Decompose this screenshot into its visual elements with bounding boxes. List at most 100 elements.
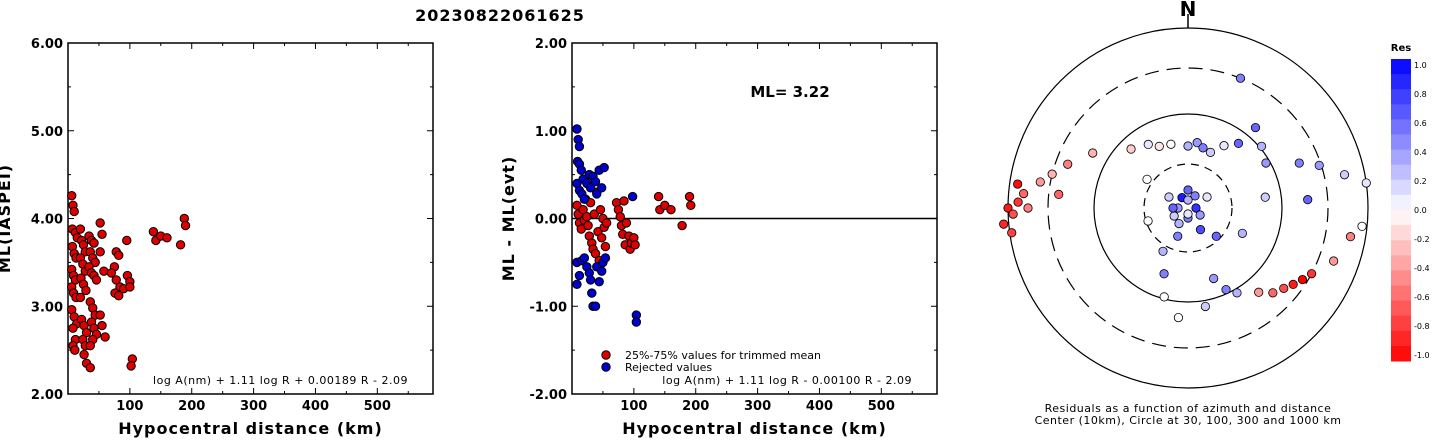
colorbar-band (1391, 225, 1411, 241)
colorbar-band (1391, 285, 1411, 302)
y-tick-label: 5.00 (31, 125, 63, 140)
station-marker (1288, 279, 1298, 290)
data-point (175, 240, 186, 250)
data-point (114, 250, 124, 261)
colorbar-tick-label: -0.8 (1414, 322, 1430, 331)
y-axis-label: ML - ML(evt) (499, 156, 518, 282)
data-point (126, 361, 136, 371)
circle-100km (1093, 113, 1283, 303)
station-marker (1221, 284, 1231, 295)
data-point (630, 240, 640, 250)
y-tick-label: 2.00 (535, 37, 567, 52)
station-marker (1088, 148, 1098, 158)
y-tick-label: 6.00 (31, 37, 63, 52)
station-marker (1158, 246, 1168, 256)
station-marker (1013, 197, 1023, 207)
y-tick-label: 0.00 (535, 213, 567, 228)
data-point (596, 233, 607, 243)
station-marker (1063, 159, 1073, 169)
colorbar-tick-label: 1.0 (1414, 61, 1427, 70)
station-marker (1256, 141, 1267, 151)
data-point (583, 220, 593, 231)
polar-residual-map: N Residuals as a function of azimuth and … (999, 0, 1371, 427)
colorbar-tick-label: 0.4 (1414, 148, 1427, 157)
y-tick-label: -2.00 (530, 388, 567, 403)
data-point (85, 341, 95, 351)
station-marker (1195, 225, 1206, 235)
data-point (114, 291, 124, 301)
station-marker (1142, 174, 1152, 184)
colorbar-band (1391, 194, 1411, 211)
data-point (592, 189, 602, 199)
ml-annotation: ML= 3.22 (750, 83, 829, 101)
station-marker (1183, 141, 1193, 151)
data-point (180, 220, 191, 231)
data-point (122, 235, 132, 246)
data-point (81, 285, 91, 296)
legend-marker (601, 362, 611, 372)
colorbar-band (1391, 210, 1411, 226)
station-marker (1191, 203, 1201, 213)
y-tick-label: 2.00 (31, 388, 63, 403)
data-point (590, 176, 601, 187)
station-marker (1126, 144, 1136, 154)
data-point (587, 288, 597, 298)
data-point (125, 282, 135, 292)
station-marker (1054, 189, 1064, 200)
colorbar-band (1391, 330, 1411, 347)
data-point (69, 206, 79, 217)
station-marker (1303, 195, 1313, 205)
data-point (653, 191, 664, 202)
colorbar-tick-label: -0.6 (1414, 293, 1430, 302)
station-marker (1013, 179, 1023, 189)
data-point (95, 218, 105, 228)
legend-marker (601, 350, 611, 360)
data-point (75, 224, 86, 234)
station-marker (1202, 192, 1212, 202)
north-label: N (1180, 0, 1197, 21)
station-marker (1159, 292, 1169, 302)
y-tick-label: 3.00 (31, 300, 63, 315)
data-point (574, 270, 585, 281)
page-title: 20230822061625 (415, 6, 585, 25)
data-point (100, 332, 110, 342)
station-marker (1023, 203, 1033, 213)
y-tick-label: 1.00 (535, 125, 567, 140)
data-point (585, 183, 596, 193)
data-point (91, 275, 102, 285)
station-marker (1159, 269, 1169, 279)
station-marker (1154, 141, 1164, 151)
data-point (75, 292, 86, 303)
x-tick-label: 400 (302, 399, 329, 414)
colorbar-band (1391, 119, 1411, 135)
station-marker (1168, 203, 1178, 213)
station-marker (1190, 191, 1200, 201)
data-point (97, 320, 107, 331)
x-tick-label: 500 (868, 399, 895, 414)
data-point (148, 226, 159, 237)
data-point (621, 218, 632, 228)
data-point (599, 162, 609, 173)
station-marker (1209, 273, 1219, 284)
x-tick-label: 200 (682, 399, 709, 414)
data-point (579, 194, 590, 204)
circle-30km (1143, 163, 1233, 253)
station-marker (1008, 209, 1018, 219)
legend-label: Rejected values (625, 361, 712, 374)
data-point (89, 238, 99, 248)
colorbar-band (1391, 300, 1411, 317)
station-marker (1329, 256, 1339, 266)
data-point (70, 345, 80, 355)
chart-residual-vs-distance: 100 200 300 400 500 -2.00 -1.00 0.00 1.00 2.00 Hyp… (499, 37, 938, 438)
polar-caption-line1: Residuals as a function of azimuth and d… (1045, 402, 1332, 415)
colorbar-title: Res (1391, 43, 1411, 54)
y-tick-label: -1.00 (530, 300, 567, 315)
data-point (85, 362, 95, 373)
data-point (666, 205, 676, 215)
station-marker (1361, 178, 1371, 188)
data-point (615, 212, 625, 222)
station-marker (1211, 231, 1221, 241)
colorbar-tick-label: 0.8 (1414, 90, 1427, 99)
data-point (79, 349, 89, 360)
